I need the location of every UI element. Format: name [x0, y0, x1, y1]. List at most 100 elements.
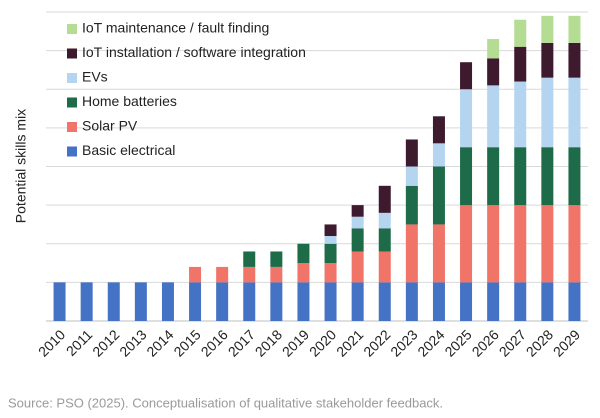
x-tick-label: 2019 [279, 326, 312, 359]
bar-segment [405, 282, 418, 321]
bar-segment [432, 143, 445, 167]
bar-segment [460, 89, 473, 148]
bar-segment [568, 282, 581, 321]
bar-segment [53, 282, 66, 321]
bar-segment [378, 282, 391, 321]
bar-segment [378, 251, 391, 283]
bar-segment [432, 224, 445, 283]
legend-swatch [67, 73, 77, 83]
bar-segment [405, 139, 418, 167]
bar-segment [514, 19, 527, 47]
x-tick-label: 2026 [469, 326, 502, 359]
bar-segment [297, 263, 310, 283]
bar-segment [568, 205, 581, 283]
bar-segment [324, 282, 337, 321]
bar-segment [432, 166, 445, 225]
legend-label: Home batteries [82, 93, 177, 109]
bar-segment [243, 266, 256, 283]
bar-segment [351, 216, 364, 229]
x-tick-label: 2025 [441, 326, 474, 359]
bar-segment [351, 282, 364, 321]
bar-segment [568, 77, 581, 148]
bar-segment [541, 205, 554, 283]
bar-segment [541, 15, 554, 43]
bar-segment [460, 282, 473, 321]
bar-segment [243, 282, 256, 321]
bar-segment [378, 228, 391, 252]
x-tick-label: 2013 [116, 326, 149, 359]
x-tick-label: 2023 [387, 326, 420, 359]
bar-segment [405, 224, 418, 283]
bar-segment [351, 228, 364, 252]
bar-segment [487, 58, 500, 86]
bar-segment [487, 205, 500, 283]
bar-segment [541, 42, 554, 78]
bar-segment [107, 282, 120, 321]
legend-label: IoT maintenance / fault finding [82, 20, 269, 36]
bar-segment [351, 251, 364, 283]
bar-segment [189, 266, 202, 283]
bar-segment [487, 39, 500, 59]
bar-segment [270, 282, 283, 321]
bar-segment [541, 282, 554, 321]
x-tick-label: 2020 [306, 326, 339, 359]
bar-segment [541, 147, 554, 206]
x-tick-label: 2027 [496, 326, 529, 359]
legend-swatch [67, 48, 77, 59]
legend-label: Solar PV [82, 118, 138, 134]
x-tick-label: 2018 [252, 326, 285, 359]
x-tick-label: 2028 [523, 326, 556, 359]
bar-segment [243, 251, 256, 267]
legend-swatch [67, 146, 77, 157]
x-tick-label: 2012 [89, 326, 122, 359]
bar-segment [568, 15, 581, 43]
x-tick-label: 2011 [63, 326, 96, 359]
bar-segment [134, 282, 147, 321]
legend-label: IoT installation / software integration [82, 44, 306, 60]
bar-segment [324, 263, 337, 283]
bar-segment [568, 147, 581, 206]
y-axis-label: Potential skills mix [13, 109, 29, 223]
bar-segment [351, 205, 364, 217]
bar-segment [378, 212, 391, 229]
bar-segment [216, 282, 229, 321]
x-tick-label: 2014 [143, 326, 176, 359]
bar-segment [541, 77, 554, 148]
bar-segment [216, 266, 229, 283]
bar-segment [487, 147, 500, 206]
x-tick-label: 2010 [35, 326, 68, 359]
x-tick-label: 2015 [170, 326, 203, 359]
bar-segment [324, 243, 337, 264]
bar-segment [270, 266, 283, 283]
bar-segment [297, 243, 310, 264]
bar-segment [270, 251, 283, 267]
bar-segment [514, 205, 527, 283]
bar-segment [568, 42, 581, 78]
legend-swatch [67, 24, 77, 34]
bar-segment [432, 282, 445, 321]
bar-segment [405, 166, 418, 186]
bar-segment [405, 185, 418, 225]
legend-label: EVs [82, 69, 108, 85]
bar-segment [297, 282, 310, 321]
bar-segment [514, 81, 527, 148]
bar-segment [460, 147, 473, 206]
bar-segment [514, 147, 527, 206]
x-tick-label: 2024 [414, 326, 447, 359]
x-tick-label: 2022 [360, 326, 393, 359]
bar-segment [324, 224, 337, 237]
bar-segment [514, 282, 527, 321]
legend-swatch [67, 122, 77, 132]
bar-segment [487, 85, 500, 148]
bar-segment [324, 236, 337, 244]
bar-segment [378, 185, 391, 213]
x-tick-label: 2021 [333, 326, 366, 359]
legend-label: Basic electrical [82, 142, 175, 158]
legend-swatch [67, 97, 77, 108]
bar-segment [460, 205, 473, 283]
bar-segment [514, 46, 527, 82]
bar-segment [161, 282, 174, 321]
bar-segment [487, 282, 500, 321]
bar-segment [460, 62, 473, 90]
